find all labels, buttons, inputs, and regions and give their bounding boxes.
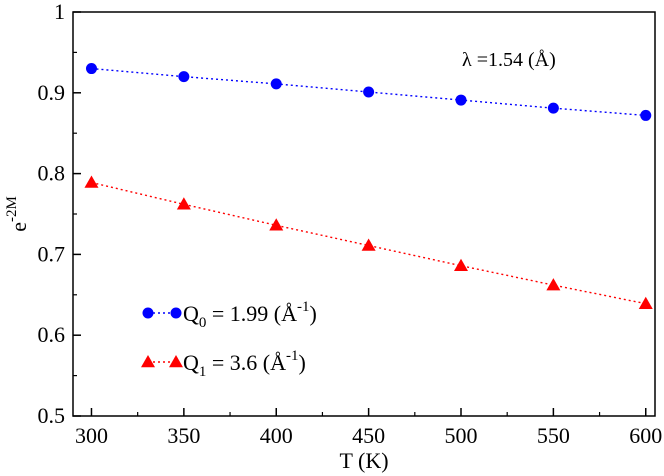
x-axis-title: T (K) <box>339 448 388 473</box>
series-0 <box>85 63 652 121</box>
y-tick-label: 1 <box>54 0 65 24</box>
data-point <box>640 109 652 121</box>
svg-text:e-2M: e-2M <box>4 196 31 232</box>
x-tick-label: 450 <box>352 423 385 448</box>
data-point <box>270 78 282 90</box>
data-point <box>547 102 559 114</box>
data-point <box>363 86 375 98</box>
plot-frame <box>72 11 656 417</box>
data-point <box>84 175 99 188</box>
y-tick-label: 0.7 <box>38 241 66 266</box>
series-1 <box>84 175 653 309</box>
legend-item-0: Q0 = 1.99 (Å-1) <box>142 299 317 331</box>
y-tick-label: 0.8 <box>38 161 66 186</box>
data-point <box>176 197 191 210</box>
legend-marker <box>142 307 154 319</box>
data-point <box>454 258 468 271</box>
y-tick-label: 0.9 <box>38 80 66 105</box>
series-layer <box>84 63 653 309</box>
legend-label: Q1 = 3.6 (Å-1) <box>183 348 306 380</box>
data-point <box>638 296 653 309</box>
legend: Q0 = 1.99 (Å-1) Q1 = 3.6 (Å-1) <box>141 299 317 380</box>
x-tick-label: 550 <box>537 423 570 448</box>
data-point <box>361 238 376 251</box>
x-tick-label: 500 <box>445 423 478 448</box>
wavelength-annotation: λ =1.54 (Å) <box>462 49 556 71</box>
data-point <box>546 278 561 291</box>
y-tick-label: 0.5 <box>38 403 66 428</box>
axis-ticks: 300 350 400 450 500 550 600 0.5 0.6 0.7 0.8 0.9 1 <box>38 0 663 448</box>
data-point <box>178 71 190 83</box>
legend-marker <box>170 307 182 319</box>
legend-item-1: Q1 = 3.6 (Å-1) <box>141 348 306 380</box>
legend-label: Q0 = 1.99 (Å-1) <box>183 299 317 331</box>
x-tick-label: 600 <box>629 423 662 448</box>
data-point <box>269 218 284 231</box>
x-tick-label: 300 <box>75 423 108 448</box>
y-axis-title: e-2M <box>4 196 31 232</box>
legend-marker <box>169 355 183 368</box>
x-tick-label: 350 <box>167 423 200 448</box>
legend-marker <box>141 355 155 368</box>
x-tick-label: 400 <box>260 423 293 448</box>
y-tick-label: 0.6 <box>38 322 66 347</box>
data-point <box>455 94 467 106</box>
data-point <box>85 63 97 75</box>
